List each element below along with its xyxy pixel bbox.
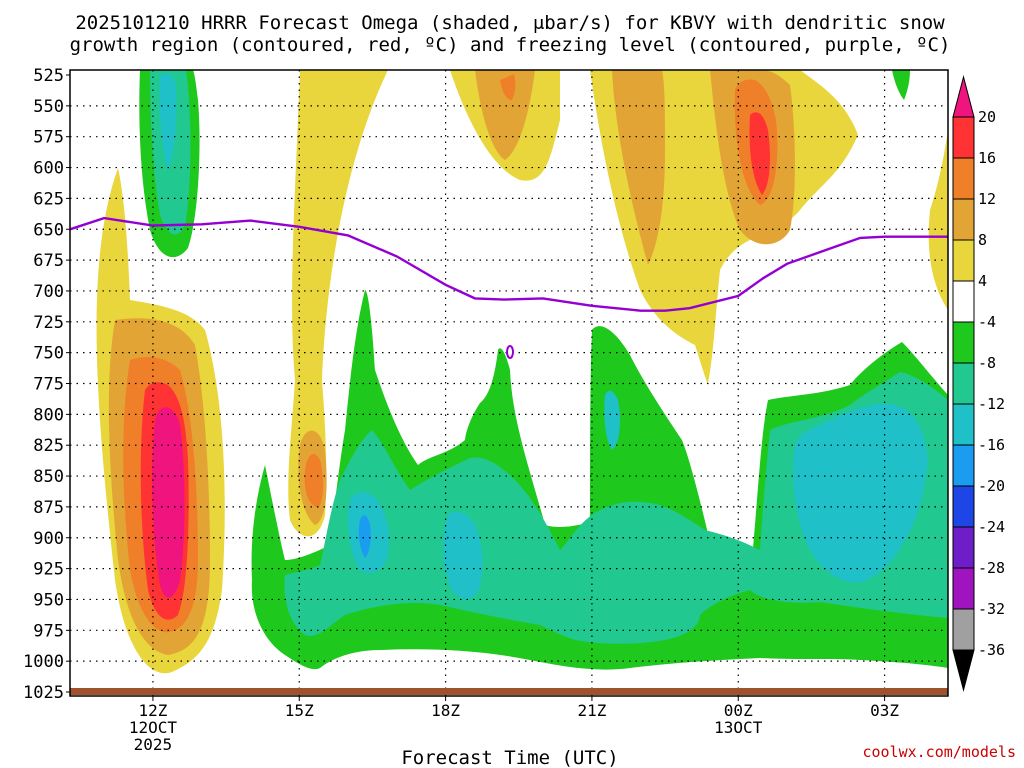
y-axis-tick-labels: 525 550 575 600 625 650 675 700 725 750 775 800 825 8… [23, 66, 70, 703]
x-tick-label: 00Z [724, 701, 753, 720]
colorbar-segment [952, 280, 975, 323]
x-tick-label: 15Z [285, 701, 314, 720]
x-tick-label: 21Z [577, 701, 606, 720]
y-tick-label: 875 [33, 498, 64, 518]
colorbar-label: -16 [978, 436, 1005, 454]
colorbar-segment [952, 321, 975, 364]
colorbar-segment [952, 157, 975, 200]
y-tick-label: 1025 [23, 683, 64, 703]
omega-region-orange [123, 74, 778, 633]
x-tick-label: 12Z [138, 701, 167, 720]
colorbar-label: 20 [978, 108, 996, 126]
colorbar-segment [952, 239, 975, 282]
omega-region-yellow-column [288, 70, 388, 537]
colorbar: 20 16 12 8 4 -4 -8 -12 -16 -20 -24 -28 -32 -36 [952, 75, 1005, 692]
freezing-level-line [69, 216, 948, 312]
y-tick-label: 975 [33, 621, 64, 641]
colorbar-segment [952, 567, 975, 610]
y-tick-label: 925 [33, 560, 64, 580]
y-tick-label: 575 [33, 128, 64, 148]
y-tick-label: 825 [33, 436, 64, 456]
chart-title-line2: growth region (contoured, red, ºC) and f… [70, 34, 951, 56]
omega-shading [96, 70, 948, 674]
chart-title-line1: 2025101210 HRRR Forecast Omega (shaded, … [75, 12, 945, 34]
x-axis-label: Forecast Time (UTC) [401, 747, 618, 768]
x-tick-label: 12OCT [129, 718, 178, 737]
y-tick-label: 550 [33, 97, 64, 117]
colorbar-label: -28 [978, 559, 1005, 577]
colorbar-label: -20 [978, 477, 1005, 495]
freezing-level-small-contour [506, 345, 514, 359]
colorbar-segment [952, 198, 975, 241]
omega-region-blue [358, 515, 371, 558]
colorbar-label: -24 [978, 518, 1005, 536]
colorbar-segment [952, 362, 975, 405]
colorbar-label: 8 [978, 231, 987, 249]
y-tick-label: 625 [33, 189, 64, 209]
y-tick-label: 650 [33, 220, 64, 240]
y-tick-label: 1000 [23, 652, 64, 672]
colorbar-label: -12 [978, 395, 1005, 413]
colorbar-label: 12 [978, 190, 996, 208]
colorbar-label: -32 [978, 600, 1005, 618]
colorbar-segment [952, 403, 975, 446]
y-tick-label: 850 [33, 467, 64, 487]
y-tick-label: 525 [33, 66, 64, 86]
omega-region-teal [150, 70, 948, 644]
y-tick-label: 600 [33, 159, 64, 179]
grid-lines [70, 70, 948, 696]
surface-strip [70, 688, 948, 695]
colorbar-label: -36 [978, 641, 1005, 659]
omega-region-yellow-upper-right [450, 70, 948, 384]
y-tick-label: 700 [33, 282, 64, 302]
omega-region-cyan [159, 73, 928, 600]
y-tick-label: 775 [33, 375, 64, 395]
y-tick-label: 725 [33, 313, 64, 333]
x-tick-label: 13OCT [714, 718, 763, 737]
colorbar-label: 16 [978, 149, 996, 167]
x-tick-label: 03Z [870, 701, 899, 720]
y-tick-label: 800 [33, 405, 64, 425]
omega-region-green-top-right [892, 70, 910, 100]
omega-region-magenta [152, 407, 185, 598]
y-tick-label: 950 [33, 590, 64, 610]
colorbar-bottom-arrow [952, 649, 975, 692]
colorbar-label: -8 [978, 354, 996, 372]
colorbar-segment [952, 608, 975, 651]
colorbar-label: -4 [978, 313, 996, 331]
colorbar-top-arrow [952, 75, 975, 118]
colorbar-segment [952, 116, 975, 159]
x-tick-label: 18Z [431, 701, 460, 720]
credit-text: coolwx.com/models [862, 743, 1016, 761]
colorbar-segment [952, 485, 975, 528]
colorbar-segment [952, 444, 975, 487]
y-tick-label: 900 [33, 529, 64, 549]
x-tick-label: 2025 [134, 735, 173, 754]
colorbar-segment [952, 526, 975, 569]
y-tick-label: 750 [33, 344, 64, 364]
y-tick-label: 675 [33, 251, 64, 271]
colorbar-label: 4 [978, 272, 987, 290]
